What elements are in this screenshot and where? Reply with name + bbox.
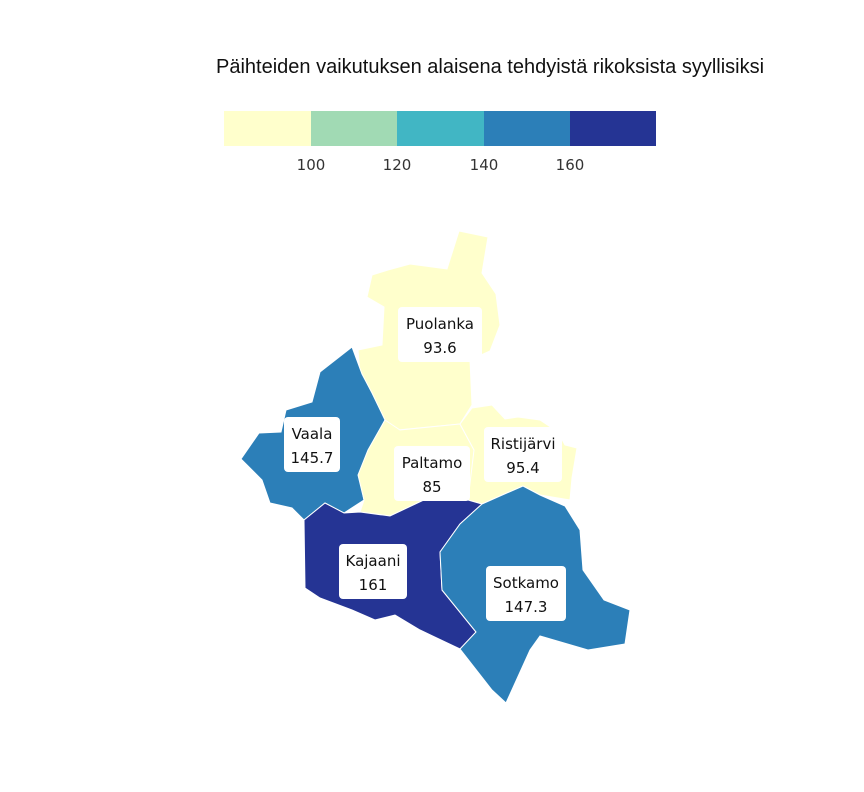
label-box <box>398 307 482 362</box>
label-name: Kajaani <box>346 552 401 570</box>
legend-bin-5 <box>570 111 656 146</box>
map-title: Päihteiden vaikutuksen alaisena tehdyist… <box>216 56 765 78</box>
legend-bin-2 <box>311 111 397 146</box>
label-value: 147.3 <box>505 598 548 616</box>
label-puolanka: Puolanka 93.6 <box>398 307 482 362</box>
label-sotkamo: Sotkamo 147.3 <box>486 566 566 621</box>
legend-tick-120: 120 <box>383 156 412 174</box>
label-box <box>284 417 340 472</box>
label-value: 145.7 <box>291 449 334 467</box>
label-box <box>484 427 562 482</box>
label-box <box>486 566 566 621</box>
label-name: Paltamo <box>402 454 463 472</box>
label-name: Vaala <box>292 425 333 443</box>
legend-bin-4 <box>484 111 570 146</box>
label-value: 95.4 <box>506 459 539 477</box>
legend-tick-100: 100 <box>297 156 326 174</box>
label-ristijarvi: Ristijärvi 95.4 <box>484 427 562 482</box>
label-name: Sotkamo <box>493 574 559 592</box>
label-name: Ristijärvi <box>490 435 555 453</box>
label-name: Puolanka <box>406 315 474 333</box>
label-box <box>339 544 407 599</box>
legend-tick-160: 160 <box>556 156 585 174</box>
label-value: 93.6 <box>423 339 456 357</box>
legend: 100 120 140 160 <box>224 111 656 174</box>
label-vaala: Vaala 145.7 <box>284 417 340 472</box>
label-box <box>394 446 470 501</box>
label-kajaani: Kajaani 161 <box>339 544 407 599</box>
legend-bin-1 <box>224 111 311 146</box>
label-value: 161 <box>359 576 388 594</box>
region-labels: Puolanka 93.6 Vaala 145.7 Paltamo 85 Ris… <box>284 307 566 621</box>
label-paltamo: Paltamo 85 <box>394 446 470 501</box>
legend-bin-3 <box>397 111 484 146</box>
legend-tick-140: 140 <box>470 156 499 174</box>
label-value: 85 <box>422 478 441 496</box>
